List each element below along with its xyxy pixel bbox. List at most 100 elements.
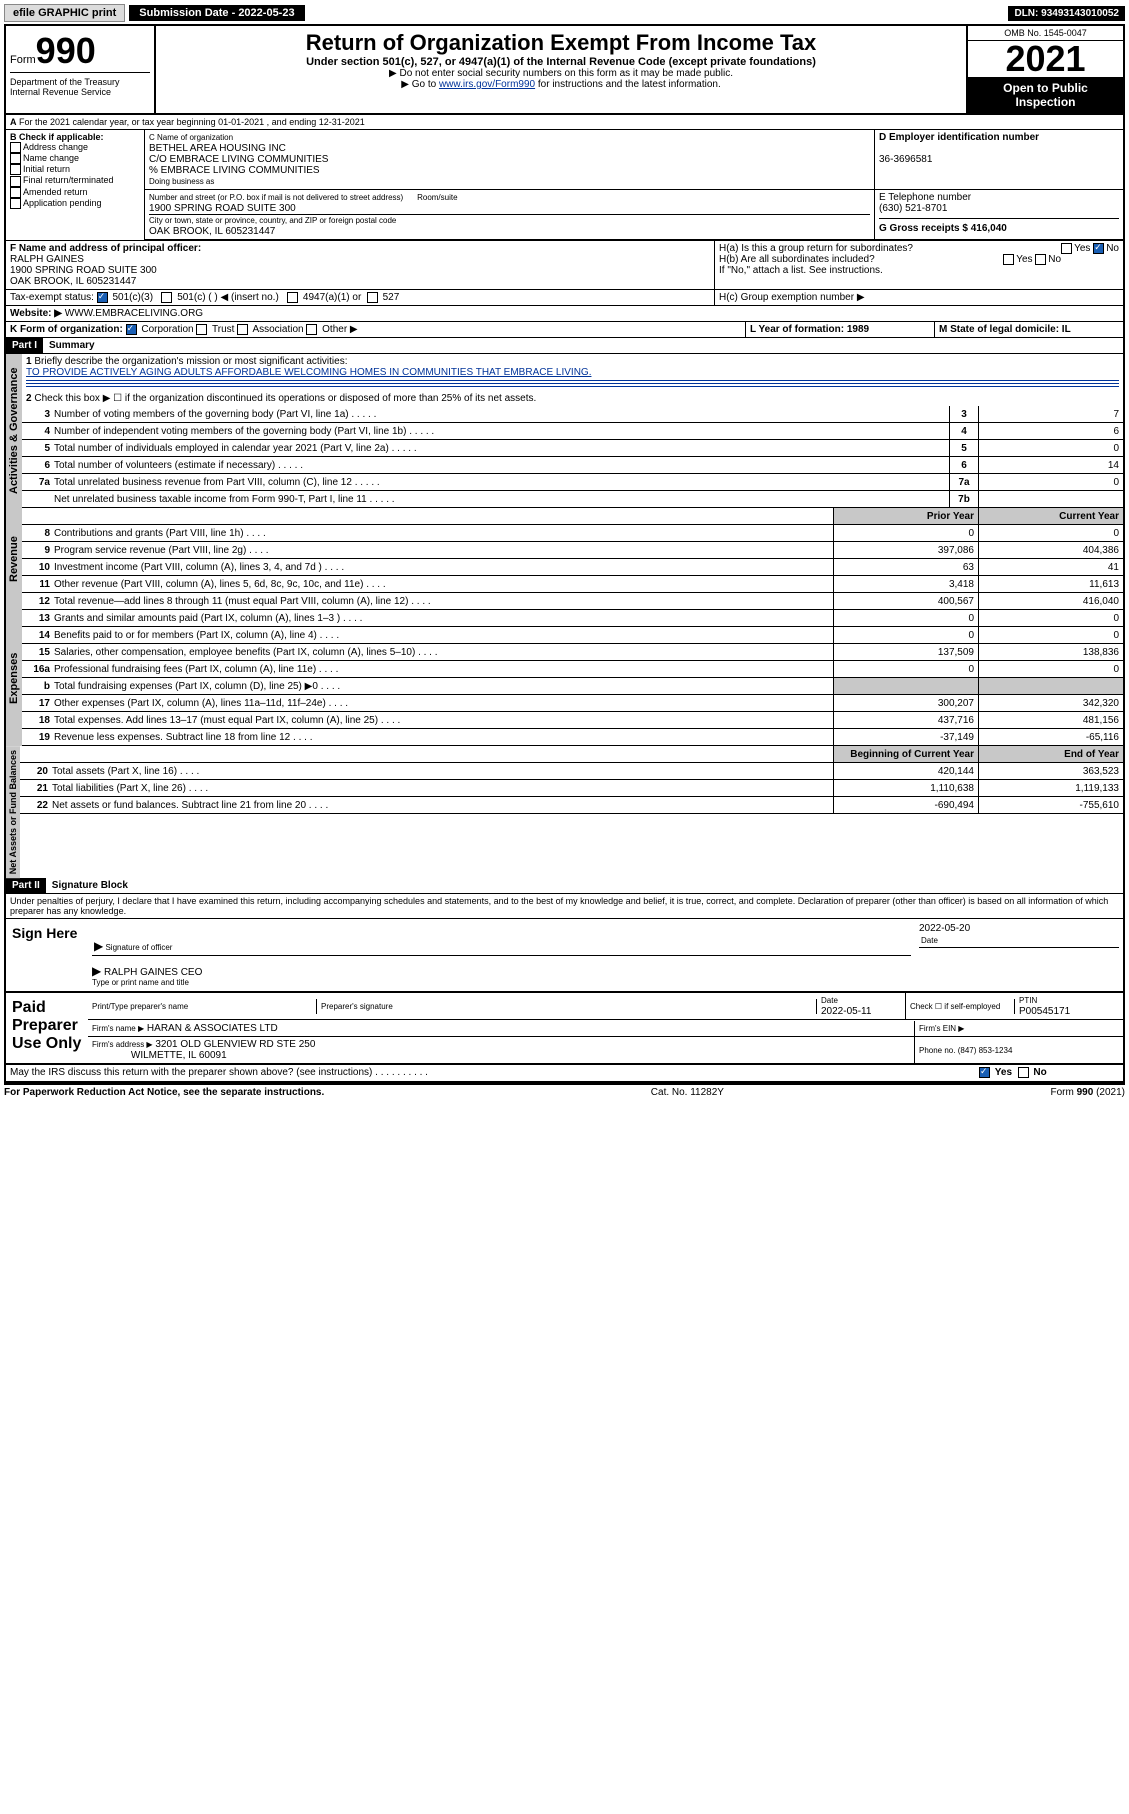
penalties-text: Under penalties of perjury, I declare th… (6, 894, 1123, 919)
cb-name-change[interactable]: Name change (23, 153, 79, 163)
col-prior: Prior Year (927, 511, 974, 522)
hb-no[interactable]: No (1048, 254, 1061, 265)
part2-title: Signature Block (46, 878, 134, 893)
vlabel-governance: Activities & Governance (6, 354, 22, 508)
ptin-label: PTIN (1019, 996, 1037, 1005)
box-b-label: B Check if applicable: (10, 132, 104, 142)
firm-ein-label: Firm's EIN ▶ (919, 1024, 964, 1033)
firm-name: HARAN & ASSOCIATES LTD (147, 1023, 278, 1034)
discuss-label: May the IRS discuss this return with the… (10, 1067, 372, 1078)
prep-sig-label: Preparer's signature (321, 1002, 393, 1011)
website-value: WWW.EMBRACELIVING.ORG (65, 308, 203, 319)
org-co1: C/O EMBRACE LIVING COMMUNITIES (149, 154, 328, 165)
officer-name: RALPH GAINES (10, 254, 84, 265)
sig-name: RALPH GAINES CEO (104, 967, 202, 978)
cb-final-return[interactable]: Final return/terminated (23, 175, 114, 185)
instr-ssn: ▶ Do not enter social security numbers o… (160, 68, 962, 79)
efile-button[interactable]: efile GRAPHIC print (4, 4, 125, 22)
box-g-label: G Gross receipts $ 416,040 (879, 223, 1007, 234)
dba-label: Doing business as (149, 177, 214, 186)
box-m: M State of legal domicile: IL (939, 324, 1071, 335)
prep-name-label: Print/Type preparer's name (92, 1002, 188, 1011)
col-beginning: Beginning of Current Year (850, 749, 974, 760)
part2-header: Part II (6, 878, 46, 893)
footer-formno: Form 990 (2021) (1051, 1087, 1125, 1098)
vlabel-netassets: Net Assets or Fund Balances (6, 746, 20, 878)
discuss-yes[interactable]: Yes (995, 1068, 1012, 1079)
k-trust[interactable]: Trust (212, 324, 234, 335)
form-label: Form (10, 54, 36, 66)
top-toolbar: efile GRAPHIC print Submission Date - 20… (4, 4, 1125, 22)
sign-here-label: Sign Here (6, 919, 88, 991)
prep-self-label: Check ☐ if self-employed (910, 1002, 1000, 1011)
ha-yes[interactable]: Yes (1074, 243, 1090, 254)
col-end: End of Year (1064, 749, 1119, 760)
k-corp[interactable]: Corporation (141, 324, 193, 335)
501c[interactable]: 501(c) ( ) ◀ (insert no.) (177, 292, 279, 303)
k-assoc[interactable]: Association (252, 324, 303, 335)
officer-addr2: OAK BROOK, IL 605231447 (10, 276, 136, 287)
prep-date-label: Date (821, 996, 838, 1005)
room-label: Room/suite (417, 193, 457, 202)
discuss-no[interactable]: No (1033, 1068, 1046, 1079)
street-value: 1900 SPRING ROAD SUITE 300 (149, 203, 296, 214)
instr-goto-post: for instructions and the latest informat… (535, 79, 721, 90)
tax-year: 2021 (968, 41, 1123, 77)
irs-label: Internal Revenue Service (10, 87, 150, 97)
box-f-label: F Name and address of principal officer: (10, 243, 201, 254)
street-label: Number and street (or P.O. box if mail i… (149, 193, 403, 202)
box-l: L Year of formation: 1989 (750, 324, 869, 335)
instr-goto-pre: ▶ Go to (401, 79, 439, 90)
form-number: 990 (36, 30, 96, 71)
box-k-label: K Form of organization: (10, 324, 123, 335)
h-a-label: H(a) Is this a group return for subordin… (719, 243, 913, 254)
dln-label: DLN: 93493143010052 (1008, 6, 1125, 21)
4947[interactable]: 4947(a)(1) or (303, 292, 361, 303)
sig-date: 2022-05-20 (919, 923, 1119, 934)
firm-name-label: Firm's name ▶ (92, 1024, 144, 1033)
vlabel-revenue: Revenue (6, 508, 22, 610)
irs-link[interactable]: www.irs.gov/Form990 (439, 79, 535, 90)
h-c-label: H(c) Group exemption number ▶ (715, 290, 1123, 305)
firm-addr1: 3201 OLD GLENVIEW RD STE 250 (155, 1039, 315, 1050)
city-value: OAK BROOK, IL 605231447 (149, 226, 275, 237)
vlabel-expenses: Expenses (6, 610, 22, 746)
k-other[interactable]: Other ▶ (322, 324, 357, 335)
period-a: For the 2021 calendar year, or tax year … (19, 117, 365, 127)
ha-no[interactable]: No (1106, 243, 1119, 254)
q2-label: Check this box ▶ ☐ if the organization d… (34, 393, 536, 404)
cb-initial-return[interactable]: Initial return (23, 164, 70, 174)
org-co2: % EMBRACE LIVING COMMUNITIES (149, 165, 320, 176)
col-current: Current Year (1059, 511, 1119, 522)
hb-yes[interactable]: Yes (1016, 254, 1032, 265)
501c3[interactable]: 501(c)(3) (112, 292, 153, 303)
box-e-label: E Telephone number (879, 192, 971, 203)
cb-address-change[interactable]: Address change (23, 142, 88, 152)
sig-officer-label: Signature of officer (105, 943, 172, 952)
h-b-note: If "No," attach a list. See instructions… (719, 265, 1119, 276)
ptin-value: P00545171 (1019, 1006, 1070, 1017)
form-header: Form990 Department of the Treasury Inter… (6, 26, 1123, 115)
box-c-label: C Name of organization (149, 133, 233, 142)
form-subtitle: Under section 501(c), 527, or 4947(a)(1)… (160, 56, 962, 68)
org-name: BETHEL AREA HOUSING INC (149, 143, 286, 154)
city-label: City or town, state or province, country… (149, 216, 396, 225)
dept-label: Department of the Treasury (10, 72, 150, 87)
cb-application-pending[interactable]: Application pending (23, 198, 102, 208)
527[interactable]: 527 (383, 292, 400, 303)
mission-text: TO PROVIDE ACTIVELY AGING ADULTS AFFORDA… (26, 367, 591, 378)
officer-addr1: 1900 SPRING ROAD SUITE 300 (10, 265, 157, 276)
phone-value: (630) 521-8701 (879, 203, 947, 214)
h-b-label: H(b) Are all subordinates included? (719, 254, 875, 265)
form-container: Form990 Department of the Treasury Inter… (4, 24, 1125, 1085)
firm-addr2: WILMETTE, IL 60091 (131, 1050, 227, 1061)
sig-date-label: Date (919, 934, 1119, 948)
open-public-label: Open to Public Inspection (968, 77, 1123, 113)
ein-value: 36-3696581 (879, 154, 932, 165)
firm-phone: Phone no. (847) 853-1234 (919, 1046, 1012, 1055)
cb-amended-return[interactable]: Amended return (23, 187, 88, 197)
sig-name-label: Type or print name and title (92, 978, 1119, 987)
firm-addr-label: Firm's address ▶ (92, 1040, 153, 1049)
prep-date: 2022-05-11 (821, 1006, 871, 1017)
part1-title: Summary (43, 338, 101, 353)
